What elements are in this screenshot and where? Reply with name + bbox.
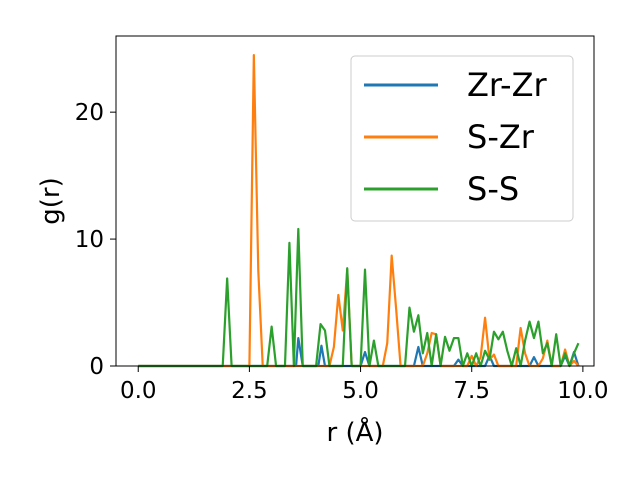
y-tick-label: 0 [89,354,104,380]
legend-label-zr-zr: Zr-Zr [467,66,548,104]
series-line-s-s [138,227,580,368]
x-tick-label: 2.5 [231,378,268,404]
legend-label-s-s: S-S [467,170,519,208]
legend: Zr-Zr S-Zr S-S [350,55,574,222]
x-axis-label: r (Å) [326,416,383,448]
y-axis-label: g(r) [36,177,66,224]
x-axis-ticks: 0.0 2.5 5.0 7.5 10.0 [120,366,608,404]
plot-frame [115,35,595,367]
x-tick-label: 0.0 [120,378,157,404]
y-tick-label: 10 [75,227,104,253]
y-axis-ticks: 0 10 20 [75,100,116,380]
legend-entries: Zr-Zr S-Zr S-S [364,66,548,208]
x-tick-label: 10.0 [557,378,608,404]
x-tick-label: 5.0 [342,378,379,404]
y-tick-label: 20 [75,100,104,126]
legend-frame [350,55,574,222]
x-tick-label: 7.5 [453,378,490,404]
legend-label-s-zr: S-Zr [467,118,535,156]
